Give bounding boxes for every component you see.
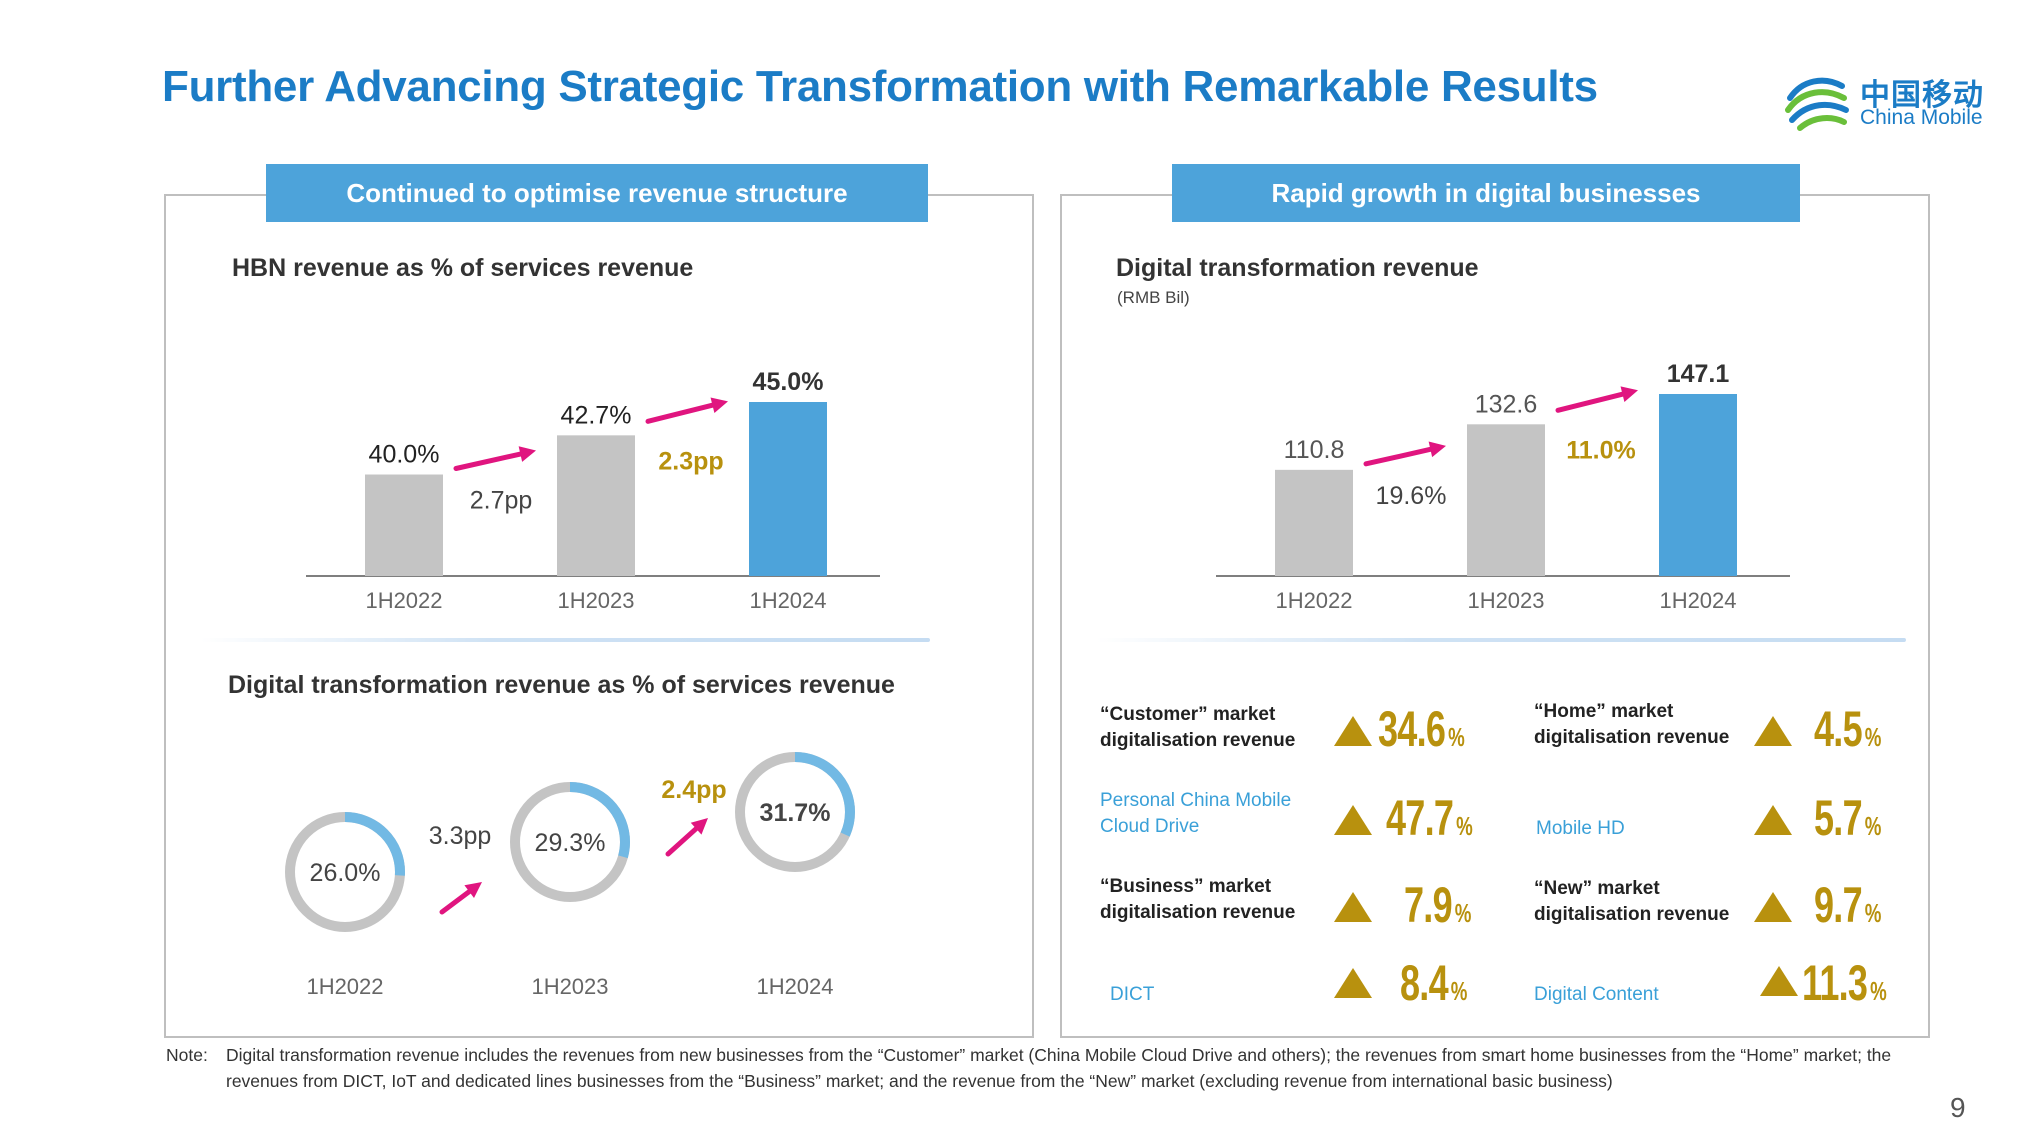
- growth-arrow-icon: [1555, 386, 1638, 413]
- metric-value-business: 7.9%: [1404, 877, 1472, 933]
- metric-label-customer: “Customer” market digitalisation revenue: [1100, 704, 1296, 751]
- left-panel-header: Continued to optimise revenue structure: [266, 164, 928, 222]
- growth-arrow-icon: [1363, 441, 1446, 467]
- china-mobile-logo-icon: [1785, 77, 1849, 131]
- up-triangle-icon: [1334, 716, 1372, 746]
- dt-revenue-chart-title: Digital transformation revenue: [1116, 254, 1479, 282]
- growth-label: 11.0%: [1566, 436, 1636, 464]
- metric-label-digital-content: Digital Content: [1534, 984, 1659, 1005]
- dt-share-chart-title: Digital transformation revenue as % of s…: [228, 671, 895, 699]
- up-triangle-icon: [1334, 968, 1372, 998]
- growth-label: 19.6%: [1376, 482, 1447, 510]
- metric-value-cloud-drive: 47.7%: [1386, 790, 1473, 846]
- bar-1H2024: [1659, 394, 1737, 576]
- bar-value-label: 147.1: [1667, 360, 1730, 388]
- hbn-chart-title: HBN revenue as % of services revenue: [232, 254, 694, 282]
- bar-value-label: 110.8: [1284, 436, 1345, 464]
- metric-value-customer: 34.6%: [1378, 701, 1465, 757]
- metric-value-digital-content: 11.3%: [1802, 955, 1887, 1011]
- growth-label: 2.3pp: [658, 447, 723, 475]
- metric-label-mobile-hd: Mobile HD: [1536, 818, 1625, 839]
- up-triangle-icon: [1754, 892, 1792, 922]
- bar-1H2022: [1275, 469, 1353, 576]
- page-number: 9: [1950, 1092, 1966, 1123]
- hbn-bar-chart: 40.0% 1H2022 42.7% 1H2023 45.0% 1H2024 2.7pp 2.…: [306, 368, 880, 613]
- donut-value-label: 29.3%: [535, 829, 606, 857]
- dt-revenue-bar-chart: 110.8 1H2022 132.6 1H2023 147.1 1H2024 19.6% 11…: [1216, 360, 1790, 613]
- x-tick-label: 1H2022: [365, 588, 442, 613]
- donut-1H2024: [735, 752, 855, 872]
- up-triangle-icon: [1754, 716, 1792, 746]
- right-divider: [1096, 638, 1906, 642]
- x-tick-label: 1H2023: [557, 588, 634, 613]
- metric-label-dict: DICT: [1110, 984, 1155, 1005]
- donut-1H2022: [285, 812, 405, 932]
- left-divider: [200, 638, 930, 642]
- metric-label-business: “Business” market digitalisation revenue: [1100, 876, 1296, 923]
- logo-english-text: China Mobile: [1860, 106, 1983, 129]
- x-tick-label: 1H2024: [749, 588, 826, 613]
- growth-arrow-icon: [665, 818, 708, 857]
- bar-value-label: 45.0%: [753, 368, 824, 396]
- dt-share-donut-chart: 26.0% 1H2022 29.3% 1H2023 31.7% 1H2024 3.3pp 2.…: [285, 752, 855, 999]
- donut-1H2023: [510, 782, 630, 902]
- dt-revenue-unit: (RMB Bil): [1117, 288, 1190, 307]
- growth-label: 3.3pp: [429, 822, 492, 850]
- bar-value-label: 132.6: [1475, 390, 1538, 418]
- x-tick-label: 1H2024: [756, 974, 833, 999]
- metric-value-dict: 8.4%: [1400, 955, 1468, 1011]
- growth-arrow-icon: [645, 397, 728, 424]
- up-triangle-icon: [1334, 805, 1372, 835]
- growth-arrow-icon: [453, 446, 536, 471]
- x-tick-label: 1H2023: [531, 974, 608, 999]
- up-triangle-icon: [1334, 892, 1372, 922]
- growth-label: 2.4pp: [661, 776, 726, 804]
- bar-value-label: 40.0%: [369, 441, 440, 469]
- growth-arrow-icon: [439, 882, 482, 915]
- right-panel-header: Rapid growth in digital businesses: [1172, 164, 1800, 222]
- footnote-prefix: Note:: [166, 1045, 208, 1065]
- x-tick-label: 1H2023: [1467, 588, 1544, 613]
- metric-value-mobile-hd: 5.7%: [1814, 790, 1882, 846]
- metric-label-cloud-drive: Personal China Mobile Cloud Drive: [1100, 790, 1292, 837]
- page-title: Further Advancing Strategic Transformati…: [162, 62, 1598, 111]
- metric-value-new: 9.7%: [1814, 877, 1882, 933]
- up-triangle-icon: [1754, 805, 1792, 835]
- bar-1H2023: [1467, 424, 1545, 576]
- up-triangle-icon: [1760, 966, 1798, 996]
- bar-1H2024: [749, 402, 827, 576]
- footnote-text: Digital transformation revenue includes …: [226, 1045, 1892, 1091]
- growth-label: 2.7pp: [470, 487, 533, 515]
- logo-chinese-text: 中国移动: [1860, 79, 1984, 112]
- metric-value-home: 4.5%: [1814, 701, 1882, 757]
- bar-1H2023: [557, 435, 635, 576]
- bar-1H2022: [365, 474, 443, 576]
- donut-value-label: 31.7%: [760, 799, 831, 827]
- metric-label-new: “New” market digitalisation revenue: [1534, 878, 1730, 925]
- donut-value-label: 26.0%: [310, 859, 381, 887]
- x-tick-label: 1H2024: [1659, 588, 1736, 613]
- bar-value-label: 42.7%: [561, 401, 632, 429]
- x-tick-label: 1H2022: [1275, 588, 1352, 613]
- footnote: Note: Digital transformation revenue inc…: [166, 1042, 1906, 1094]
- x-tick-label: 1H2022: [306, 974, 383, 999]
- metric-label-home: “Home” market digitalisation revenue: [1534, 701, 1730, 748]
